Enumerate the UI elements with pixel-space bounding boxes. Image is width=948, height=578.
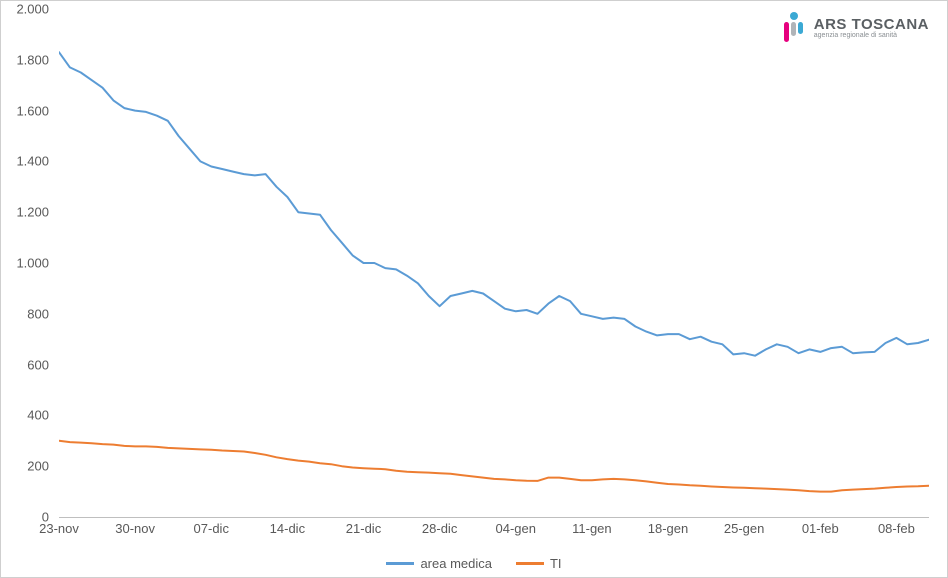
- y-tick-label: 800: [1, 306, 49, 321]
- legend-item: area medica: [386, 556, 492, 571]
- x-tick-label: 30-nov: [115, 521, 155, 536]
- y-tick-label: 400: [1, 408, 49, 423]
- legend-label: TI: [550, 556, 562, 571]
- y-tick-label: 1.400: [1, 154, 49, 169]
- legend-swatch-icon: [516, 562, 544, 565]
- logo-title: ARS TOSCANA: [814, 17, 929, 32]
- y-tick-label: 2.000: [1, 2, 49, 17]
- logo-text: ARS TOSCANA agenzia regionale di sanità: [814, 17, 929, 39]
- x-tick-label: 21-dic: [346, 521, 381, 536]
- x-axis-line: [59, 517, 929, 518]
- logo: ARS TOSCANA agenzia regionale di sanità: [780, 11, 929, 45]
- x-tick-label: 25-gen: [724, 521, 764, 536]
- x-tick-label: 18-gen: [648, 521, 688, 536]
- series-line-area medica: [59, 52, 929, 356]
- legend-swatch-icon: [386, 562, 414, 565]
- legend-label: area medica: [420, 556, 492, 571]
- y-axis: 02004006008001.0001.2001.4001.6001.8002.…: [1, 9, 55, 517]
- x-tick-label: 14-dic: [270, 521, 305, 536]
- x-tick-label: 11-gen: [572, 521, 612, 536]
- plot-area: [59, 9, 929, 517]
- x-tick-label: 01-feb: [802, 521, 839, 536]
- x-tick-label: 08-feb: [878, 521, 915, 536]
- logo-mark-icon: [780, 11, 808, 45]
- y-tick-label: 1.000: [1, 256, 49, 271]
- y-tick-label: 1.200: [1, 205, 49, 220]
- y-tick-label: 1.800: [1, 52, 49, 67]
- y-tick-label: 600: [1, 357, 49, 372]
- x-axis: 23-nov30-nov07-dic14-dic21-dic28-dic04-g…: [59, 521, 929, 539]
- chart-container: ARS TOSCANA agenzia regionale di sanità …: [0, 0, 948, 578]
- logo-subtitle: agenzia regionale di sanità: [814, 32, 929, 39]
- legend-item: TI: [516, 556, 562, 571]
- x-tick-label: 23-nov: [39, 521, 79, 536]
- y-tick-label: 1.600: [1, 103, 49, 118]
- x-tick-label: 04-gen: [496, 521, 536, 536]
- series-line-TI: [59, 441, 929, 492]
- legend: area medica TI: [1, 553, 947, 571]
- x-tick-label: 28-dic: [422, 521, 457, 536]
- y-tick-label: 200: [1, 459, 49, 474]
- x-tick-label: 07-dic: [194, 521, 229, 536]
- chart-lines-icon: [59, 9, 929, 517]
